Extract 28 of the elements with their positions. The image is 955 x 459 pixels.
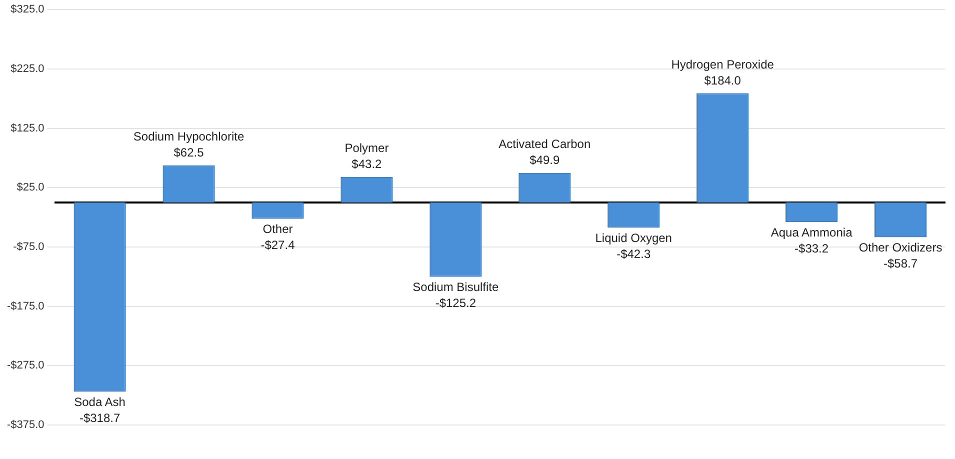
x-tick-label: Liquid Oxygen xyxy=(595,230,672,245)
x-tick-label: Other Oxidizers xyxy=(858,240,942,255)
data-label: -$33.2 xyxy=(794,241,829,256)
data-label: -$42.3 xyxy=(616,246,651,261)
data-label: -$125.2 xyxy=(435,296,476,310)
data-label: $49.9 xyxy=(530,153,560,168)
x-tick-label: Hydrogen Peroxide xyxy=(671,58,774,72)
y-tick-label: $125.0 xyxy=(10,122,44,134)
y-tick-label: -$375.0 xyxy=(6,419,44,432)
y-tick-label: -$175.0 xyxy=(6,300,44,312)
y-tick-label: $25.0 xyxy=(16,182,44,194)
data-label: -$27.4 xyxy=(260,238,296,252)
data-label: $43.2 xyxy=(352,157,382,172)
data-label: -$318.7 xyxy=(79,410,120,425)
data-label: $184.0 xyxy=(704,74,742,88)
data-label: -$58.7 xyxy=(884,256,918,271)
y-tick-label: -$75.0 xyxy=(13,241,44,254)
y-tick-label: $325.0 xyxy=(10,4,44,16)
x-tick-label: Sodium Hypochlorite xyxy=(133,130,244,144)
x-tick-label: Activated Carbon xyxy=(498,137,591,152)
x-tick-label: Sodium Bisulfite xyxy=(412,280,500,294)
y-tick-label: $225.0 xyxy=(10,62,44,75)
x-tick-label: Soda Ash xyxy=(74,394,126,409)
x-tick-label: Other xyxy=(262,222,293,236)
x-tick-label: Polymer xyxy=(344,141,389,156)
data-label: $62.5 xyxy=(174,146,204,160)
x-tick-label: Aqua Ammonia xyxy=(770,225,853,240)
y-tick-label: -$275.0 xyxy=(6,360,44,372)
